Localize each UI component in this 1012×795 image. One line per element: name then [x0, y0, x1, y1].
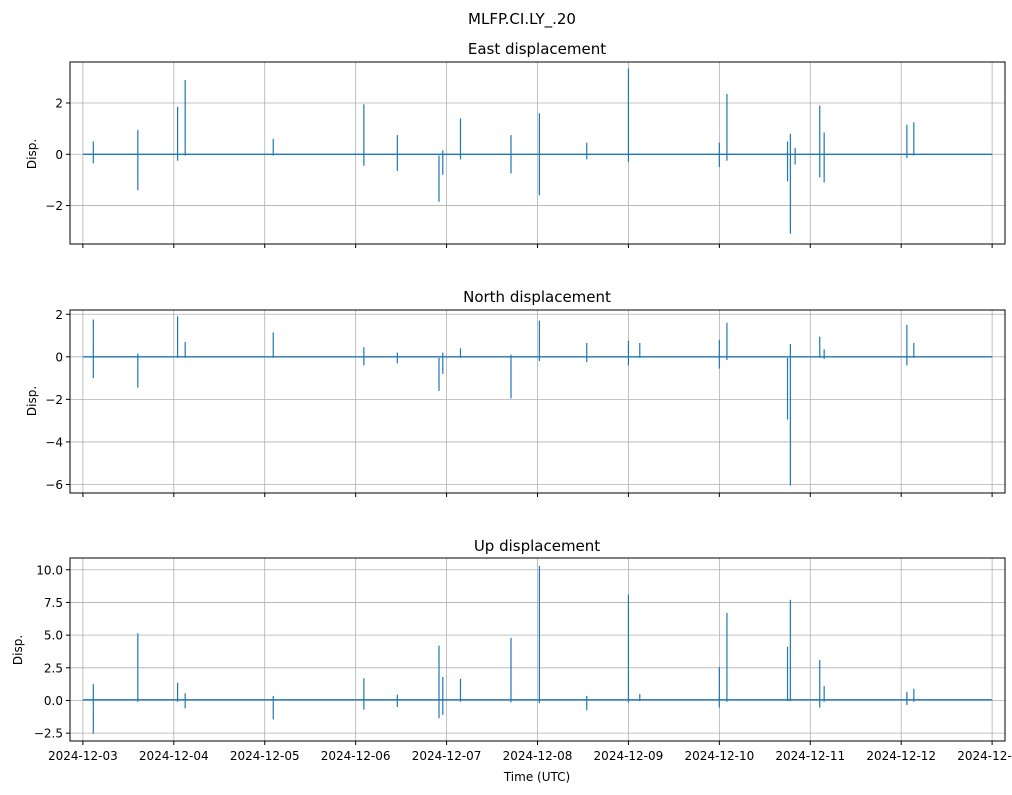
east-panel: East displacement Disp. −2 0 2	[25, 40, 1006, 248]
xtick-label-4: 2024-12-07	[412, 749, 482, 763]
north-panel: North displacement Disp. −6 −4 −2 0 2	[25, 288, 1006, 497]
up-panel-ylabel: Disp.	[11, 635, 25, 665]
north-trace	[82, 316, 993, 486]
xtick-label-1: 2024-12-04	[139, 749, 209, 763]
x-axis-label: Time (UTC)	[503, 770, 570, 784]
xtick-label-0: 2024-12-03	[48, 749, 118, 763]
xtick-label-5: 2024-12-08	[503, 749, 573, 763]
north-ytick-label-0: −6	[45, 478, 63, 492]
xtick-label-10: 2024-12-13	[957, 749, 1012, 763]
north-panel-title: North displacement	[463, 288, 611, 306]
east-panel-ylabel: Disp.	[25, 139, 39, 169]
north-ticks: −6 −4 −2 0 2	[45, 308, 993, 497]
up-ticks: 2024-12-03 2024-12-04 2024-12-05 2024-12-06…	[34, 563, 1012, 763]
up-trace	[82, 565, 993, 734]
east-ticks: −2 0 2	[45, 97, 993, 248]
up-panel-title: Up displacement	[474, 537, 600, 555]
north-ytick-label-3: 0	[55, 350, 63, 364]
xtick-label-2: 2024-12-05	[230, 749, 300, 763]
east-ytick-label-0: −2	[45, 199, 63, 213]
north-ytick-label-1: −4	[45, 435, 63, 449]
xtick-label-9: 2024-12-12	[866, 749, 936, 763]
north-ytick-label-2: −2	[45, 393, 63, 407]
up-ytick-label-4: 7.5	[44, 596, 63, 610]
xtick-label-7: 2024-12-10	[684, 749, 754, 763]
east-panel-title: East displacement	[468, 40, 606, 58]
east-ytick-label-2: 2	[55, 97, 63, 111]
east-ytick-label-1: 0	[55, 148, 63, 162]
xtick-label-3: 2024-12-06	[321, 749, 391, 763]
north-ytick-label-4: 2	[55, 308, 63, 322]
up-ytick-label-5: 10.0	[36, 563, 63, 577]
east-trace	[82, 68, 993, 234]
figure-title: MLFP.CI.LY_.20	[468, 10, 576, 29]
up-ytick-label-1: 0.0	[44, 694, 63, 708]
up-panel: Up displacement Disp. 2024-12-03 2024-12-…	[11, 537, 1012, 763]
up-ytick-label-2: 2.5	[44, 661, 63, 675]
xtick-label-8: 2024-12-11	[775, 749, 845, 763]
xtick-label-6: 2024-12-09	[594, 749, 664, 763]
north-panel-ylabel: Disp.	[25, 386, 39, 416]
up-ytick-label-3: 5.0	[44, 629, 63, 643]
up-ytick-label-0: −2.5	[34, 727, 63, 741]
